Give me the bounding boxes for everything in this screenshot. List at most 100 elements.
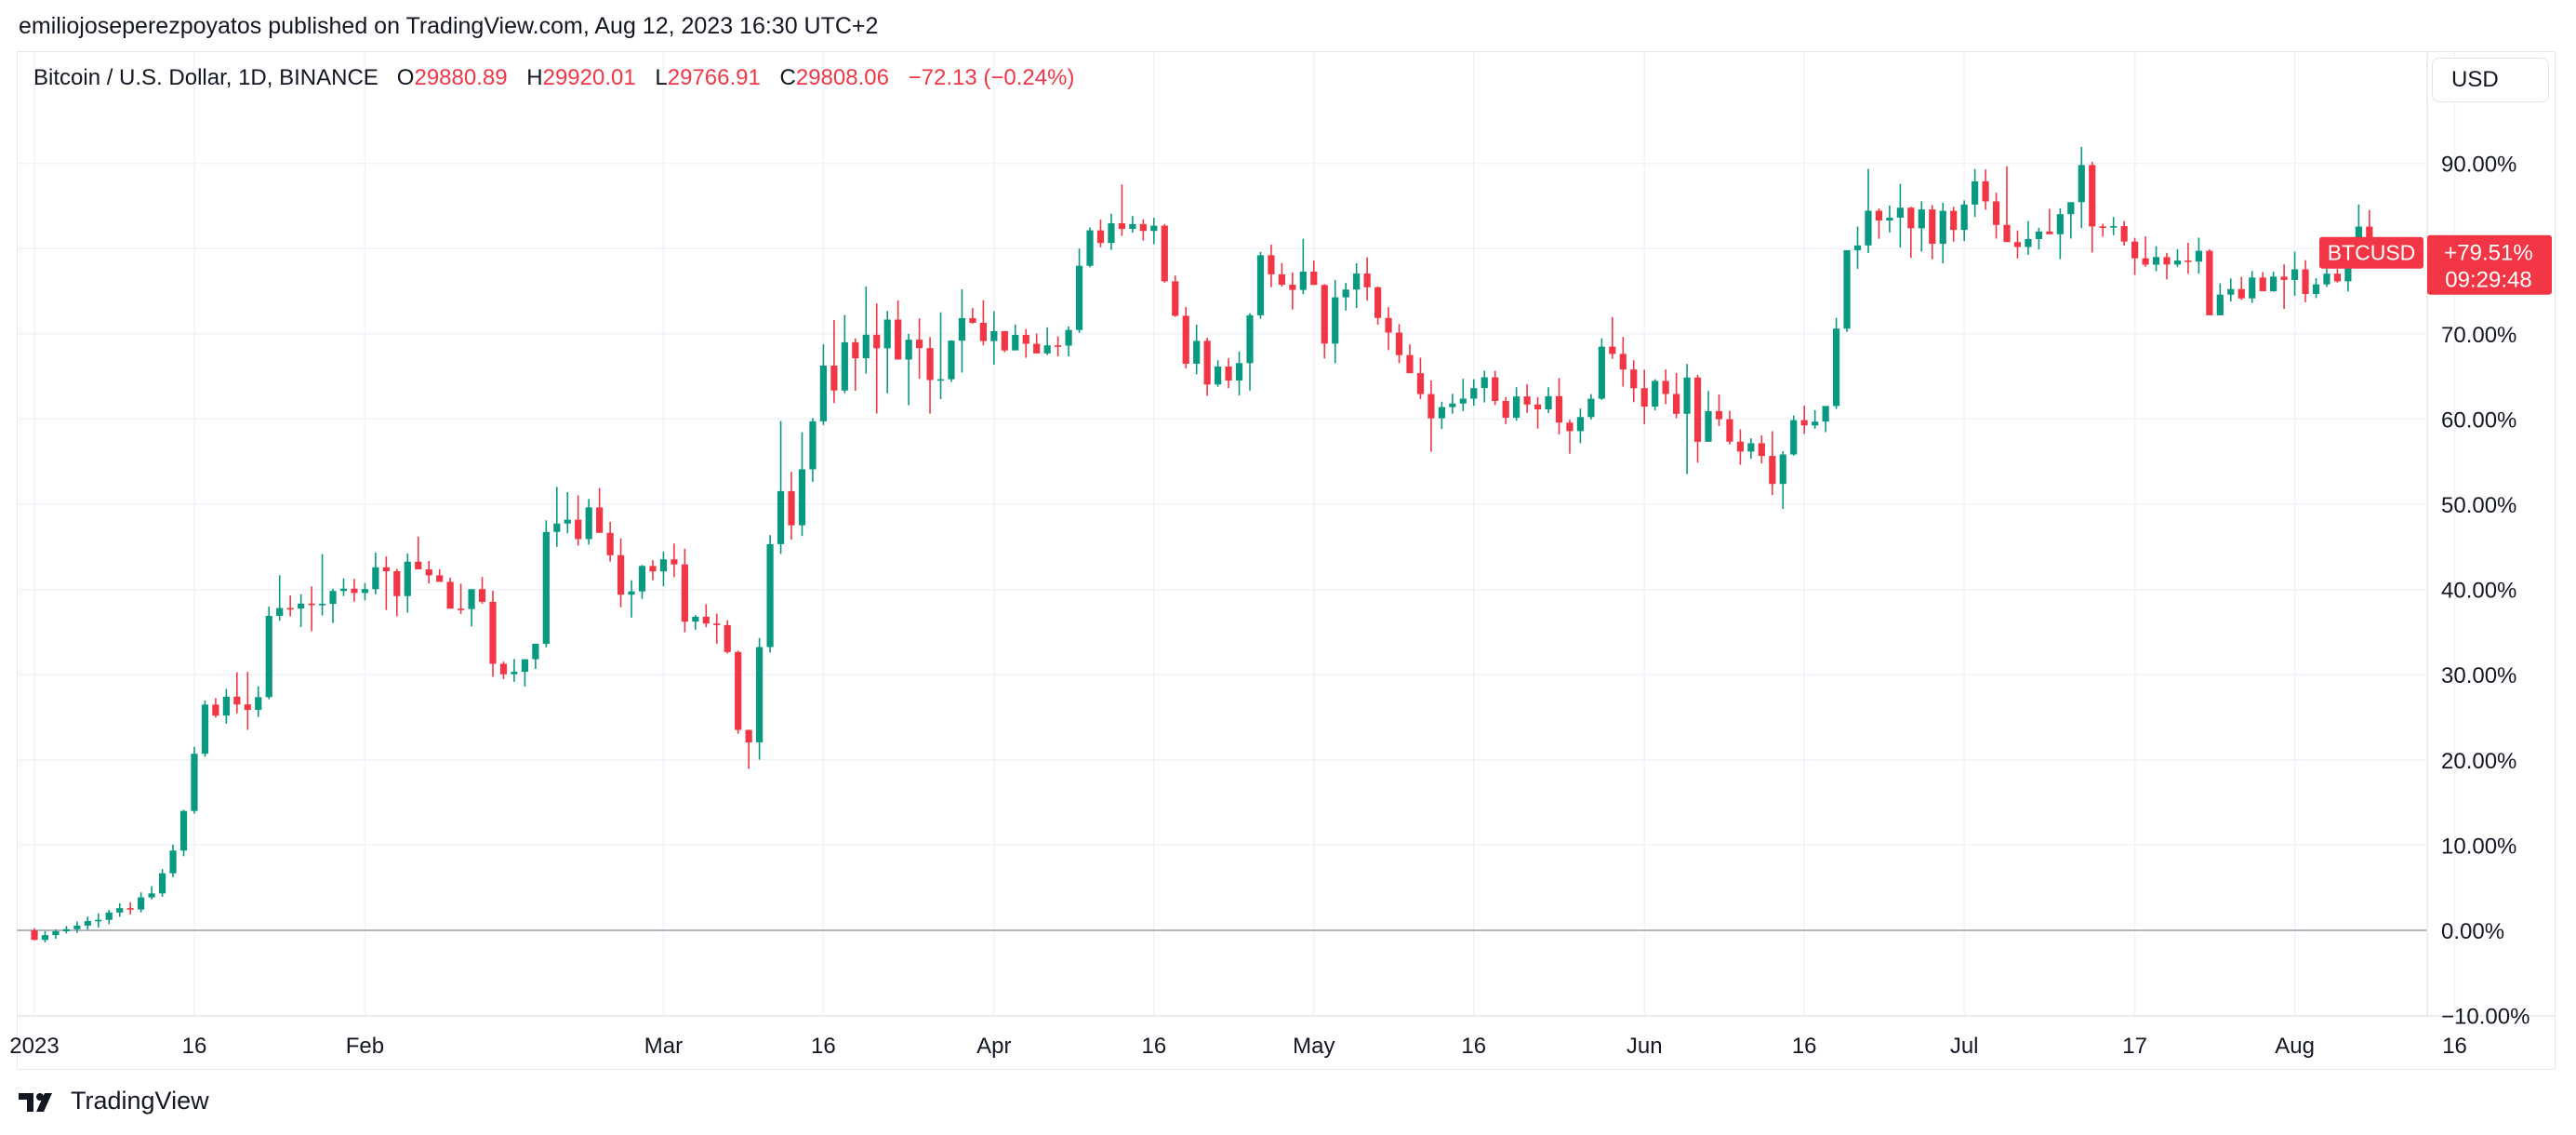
candle-body [617,554,625,595]
candle-body [1459,398,1467,404]
x-tick-label: Apr [976,1034,1011,1059]
last-price-tag [2427,234,2552,295]
candle-body [138,897,145,910]
change-value: −72.13 (−0.24%) [908,65,1075,90]
x-tick-label: 16 [811,1034,836,1059]
candle-body [1693,377,1702,442]
candle-body [1566,422,1573,432]
candle-body [1800,420,1808,426]
candle-body [1886,217,1893,220]
candle-body [222,696,230,716]
candle-body [1342,289,1349,298]
candle-body [1939,210,1946,245]
candle-body [1118,222,1126,230]
candle-body [979,322,987,341]
candle-body [1545,395,1552,410]
x-tick-label: Jun [1627,1034,1663,1059]
candle-body [1193,340,1201,364]
candle-body [1779,454,1786,485]
candle-body [265,615,272,698]
candle-body [1001,330,1008,351]
candle-body [2056,214,2064,234]
candle-body [31,930,38,941]
candle-body [116,908,124,913]
candle-body [2312,284,2320,294]
candle-body [1470,388,1478,399]
candle-body [1896,207,1904,218]
symbol-title[interactable]: Bitcoin / U.S. Dollar, 1D, BINANCE [33,65,378,90]
candle-body [2333,274,2342,282]
candle-body [1950,210,1958,231]
x-tick-label: Aug [2275,1034,2315,1059]
candle-body [1246,314,1254,364]
candle-body [2216,294,2224,315]
close-value: 29808.06 [795,65,889,90]
candle-body [819,365,828,421]
candle-body [1438,407,1445,419]
candle-body [1705,410,1712,442]
candle-body [148,893,155,898]
candle-body [852,341,859,359]
candle-body [1416,373,1425,394]
candle-body [318,604,326,606]
candle-body [2237,288,2245,299]
candle-body [958,317,966,341]
y-tick-label: −10.00% [2441,1005,2530,1030]
candle-body [1929,209,1936,245]
candle-body [532,644,539,660]
candle-body [201,704,209,754]
candle-body [2184,260,2192,262]
candle-body [436,575,444,582]
footer-brand[interactable]: TradingView [71,1087,209,1115]
candle-body [1587,398,1595,418]
candle-body [308,603,315,606]
x-tick-label: May [1293,1034,1334,1059]
candle-body [1907,207,1915,229]
candle-body [41,935,49,941]
candle-body [1022,334,1029,344]
candle-body [2067,202,2075,215]
candle-body [458,608,465,610]
candle-body [915,340,923,349]
candle-body [2046,231,2053,234]
candle-body [2078,165,2085,203]
symbol-tag [2319,236,2423,269]
candle-body [1726,419,1733,442]
candle-body [212,704,219,716]
candle-body [2152,257,2160,265]
y-tick-label: 70.00% [2441,323,2516,348]
candle-body [1812,421,1819,426]
y-tick-label: 50.00% [2441,493,2516,518]
candle-body [735,651,742,730]
candle-body [1427,394,1435,419]
candle-body [2035,231,2043,239]
candle-body [1555,395,1563,423]
low-value: 29766.91 [667,65,761,90]
candle-body [1534,404,1542,410]
candle-body [1278,274,1286,286]
candle-body [1268,255,1275,274]
open-label: O [396,65,415,90]
candle-body [339,588,348,592]
x-tick-label: 16 [1792,1034,1817,1059]
candle-body [1843,249,1851,329]
currency-button[interactable]: USD [2432,58,2549,102]
candle-body [393,570,401,596]
candle-body [596,507,604,533]
candle-body [1203,340,1211,385]
candle-body [1609,346,1616,354]
candle-body [1108,222,1115,244]
candle-body [1065,329,1072,346]
x-tick-label: 16 [1461,1034,1486,1059]
x-tick-label: 2023 [9,1034,59,1059]
candle-body [553,523,561,532]
x-tick-label: 16 [1141,1034,1166,1059]
candle-body [2142,258,2149,265]
candle-body [745,729,752,743]
candle-body [52,931,60,936]
candle-body [1150,225,1158,232]
candle-body [2291,269,2299,280]
candle-body [1918,209,1925,229]
y-tick-label: 10.00% [2441,834,2516,859]
